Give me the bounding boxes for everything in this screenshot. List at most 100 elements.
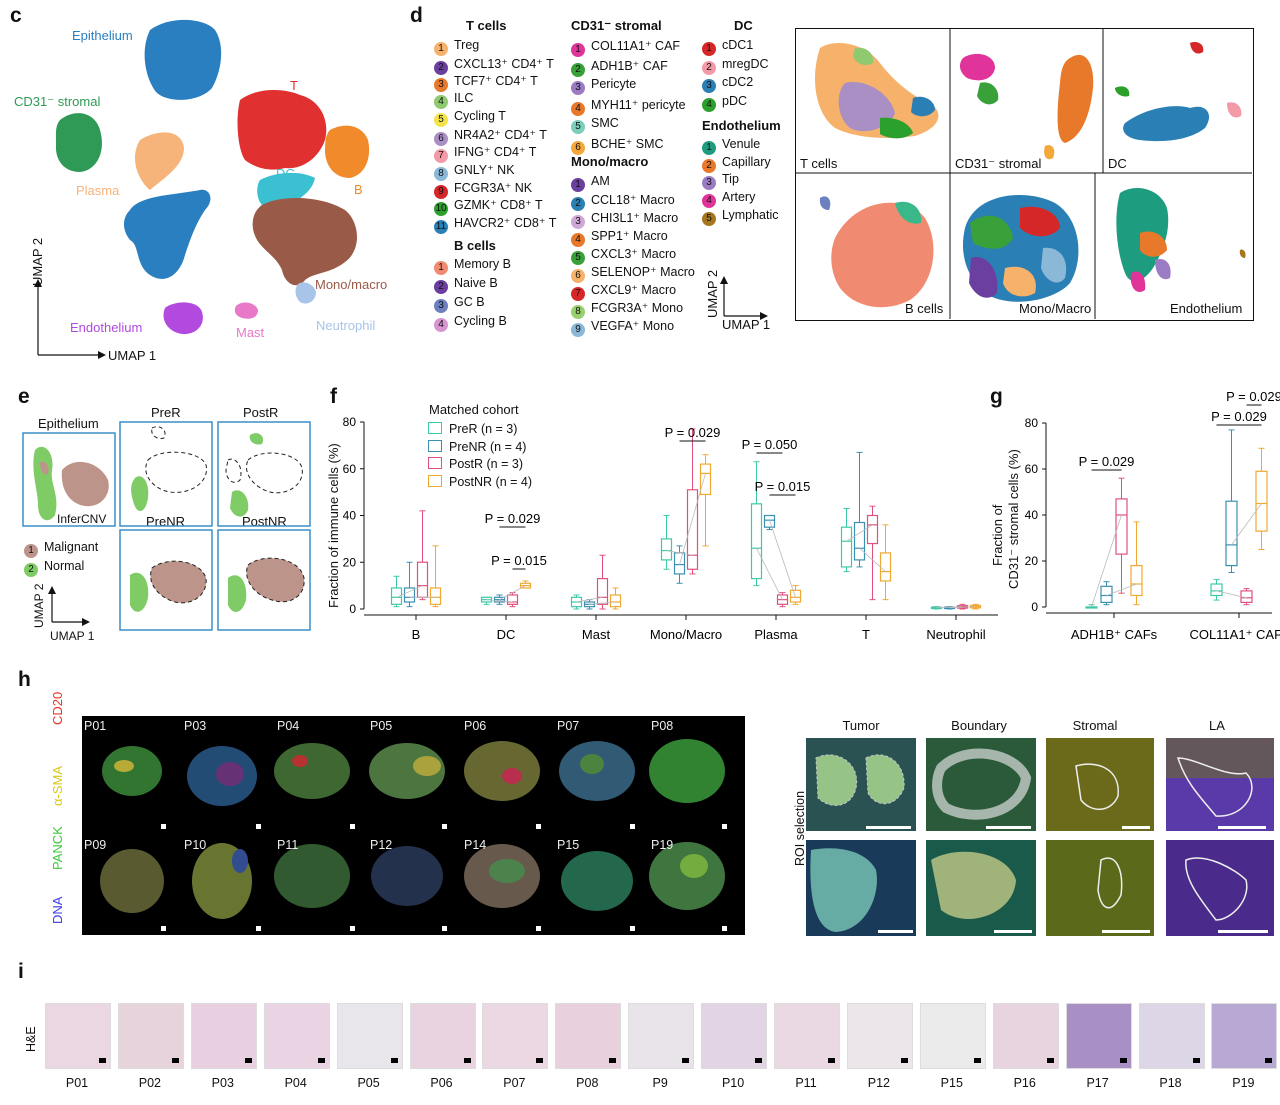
legend-text: Tip (722, 172, 739, 187)
box-body (840, 526, 853, 568)
he-scale-bar (1119, 1058, 1127, 1063)
legend-text: SMC (591, 116, 619, 130)
legend-number: 5 (571, 251, 585, 265)
he-sample-label: P02 (138, 1076, 162, 1090)
legend-text: GC B (454, 295, 485, 309)
f-legend-item: PreNR (n = 4) (428, 439, 526, 454)
x-tick-label: T (862, 627, 870, 642)
h-sample-label: P01 (84, 719, 107, 733)
legend-number: 4 (571, 101, 585, 116)
pair-line (486, 599, 513, 603)
pair-line (1091, 514, 1122, 608)
pair-line (846, 524, 873, 542)
box-body (1225, 500, 1238, 567)
pair-line (859, 547, 886, 572)
legend-number: 3 (571, 215, 585, 229)
cluster-label: Mast (236, 325, 265, 340)
pair-line (1106, 583, 1137, 596)
subumap-title: B cells (905, 301, 944, 316)
legend-text: Lymphatic (722, 207, 779, 222)
box-body (403, 587, 416, 603)
chart-g-boxplot: 0 20 40 60 80 ADH1B⁺ CAFs COL11A1⁺ CAFs P = 0.0… (1025, 389, 1280, 642)
he-sample-label: P15 (940, 1076, 963, 1090)
box-body (660, 538, 673, 561)
legend-number: 4 (702, 194, 716, 209)
subumap-title: DC (1108, 156, 1127, 171)
roi-title: LA (1209, 718, 1225, 733)
legend-text: pDC (722, 93, 748, 108)
legend-number: 6 (571, 140, 585, 155)
legend-number: 6 (434, 131, 448, 146)
chart-f-boxplot: 0 20 40 60 80 B DC Mast Mono/Macro Plasma T Neutrop… (343, 415, 998, 642)
box-body (699, 463, 712, 496)
legend-endo-item: 1 Venule (702, 137, 760, 155)
pvalue-label: P = 0.050 (742, 437, 798, 452)
pvalue-label: P = 0.029 (1211, 409, 1267, 424)
cluster-b (325, 125, 370, 178)
legend-number: 6 (571, 269, 585, 283)
cluster-label: Endothelium (70, 320, 143, 335)
legend-title-bcells: B cells (454, 238, 496, 253)
legend-text: ILC (454, 91, 474, 106)
legend-title-endo: Endothelium (702, 118, 781, 133)
legend-text: NR4A2⁺ CD4⁺ T (454, 127, 547, 142)
x-tick-label: Mast (582, 627, 611, 642)
legend-number: 1 (702, 141, 716, 155)
pvalue-label: P = 0.015 (755, 479, 811, 494)
cluster-mono-left (124, 189, 211, 279)
legend-mono-item: 9 VEGFA⁺ Mono (571, 318, 674, 337)
legend-number: 4 (702, 97, 716, 112)
legend-text: AM (591, 174, 610, 188)
legend-text: CXCL13⁺ CD4⁺ T (454, 56, 554, 71)
legend-text: FCGR3A⁺ Mono (591, 301, 684, 315)
legend-mono-item: 8 FCGR3A⁺ Mono (571, 300, 683, 319)
legend-text: CHI3L1⁺ Macro (591, 211, 679, 225)
legend-swatch (428, 439, 442, 452)
h-marker: DNA (50, 896, 65, 924)
legend-number: 8 (571, 305, 585, 319)
legend-stromal-item: 2 ADH1B⁺ CAF (571, 58, 668, 77)
legend-number: 1 (571, 178, 585, 192)
legend-mono-item: 6 SELENOP⁺ Macro (571, 264, 695, 283)
legend-mono-item: 1 AM (571, 174, 610, 192)
h-marker: α-SMA (50, 765, 65, 806)
box-body (879, 552, 892, 582)
legend-number: 3 (434, 299, 448, 313)
panel-label-f: f (330, 385, 337, 408)
he-scale-bar (828, 1058, 835, 1063)
legend-stromal-item: 6 BCHE⁺ SMC (571, 136, 664, 155)
legend-stromal-item: 5 SMC (571, 116, 619, 134)
legend-mono-item: 5 CXCL3⁺ Macro (571, 246, 676, 265)
box-body (1100, 585, 1113, 604)
legend-bcells-item: 4 Cycling B (434, 314, 507, 332)
legend-text: Capillary (722, 154, 771, 169)
legend-tcells-item: 1 Treg (434, 38, 479, 56)
y-tick-label: 40 (343, 509, 357, 523)
y-tick-label: 20 (343, 555, 357, 569)
cluster-label: T (290, 78, 298, 93)
h-sample-label: P03 (184, 719, 207, 733)
x-tick-label: ADH1B⁺ CAFs (1071, 627, 1158, 642)
pair-line (499, 585, 526, 601)
h-sample-label: P19 (651, 838, 674, 852)
h-sample-label: P06 (464, 719, 487, 733)
g-ylabel-2: CD31⁻ stromal cells (%) (1006, 449, 1021, 589)
legend-number: 9 (571, 323, 585, 337)
cluster-label: Epithelium (72, 28, 133, 43)
y-tick-label: 20 (1025, 554, 1039, 568)
legend-endo-item: 5 Lymphatic (702, 208, 779, 226)
legend-text: SELENOP⁺ Macro (591, 265, 695, 279)
legend-number: 1 (434, 261, 448, 275)
he-sample-label: P07 (503, 1076, 526, 1090)
cluster-epithelium (144, 19, 222, 100)
legend-swatch (428, 422, 442, 434)
legend-number: 5 (571, 120, 585, 134)
legend-text: FCGR3A⁺ NK (454, 180, 533, 195)
roi-title: Stromal (1072, 718, 1118, 733)
legend-number: 5 (434, 112, 448, 127)
y-tick-label: 0 (1031, 600, 1038, 614)
legend-text: CXCL3⁺ Macro (591, 247, 677, 261)
e-legend-normal: 2 Normal (24, 559, 84, 577)
axis-label-umap1: UMAP 1 (50, 629, 95, 643)
legend-number: 4 (571, 233, 585, 247)
